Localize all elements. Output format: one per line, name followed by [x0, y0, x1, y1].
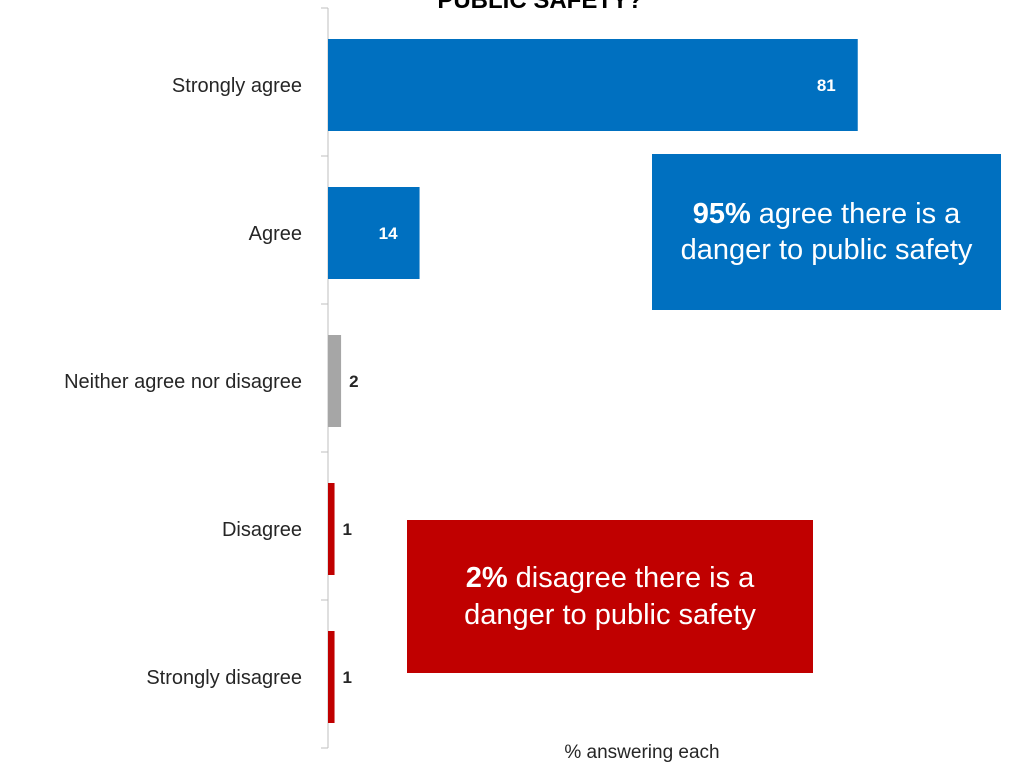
bar [328, 187, 420, 279]
category-labels: Strongly agree Agree Neither agree nor dis… [64, 75, 302, 689]
disagree-callout-percent: 2% [465, 562, 508, 595]
value-labels: 81 14 2 1 1 [343, 76, 836, 687]
value-label: 1 [343, 520, 352, 539]
value-label: 2 [349, 372, 358, 391]
value-label: 14 [379, 224, 398, 243]
bar [328, 39, 858, 131]
bar [328, 631, 335, 723]
category-label: Agree [249, 223, 302, 245]
agree-callout: 95% agree there is a danger to public sa… [652, 154, 1001, 310]
category-label: Disagree [222, 519, 302, 541]
agree-callout-text: agree there is a danger to public safety [680, 197, 973, 266]
chart-title: PUBLIC SAFETY? [437, 0, 642, 14]
category-label: Strongly agree [172, 75, 302, 97]
category-label: Strongly disagree [146, 667, 302, 689]
bar [328, 335, 342, 427]
agree-callout-percent: 95% [692, 197, 751, 230]
category-label: Neither agree nor disagree [64, 371, 302, 393]
bar [328, 483, 335, 575]
disagree-callout: 2% disagree there is a danger to public … [407, 520, 813, 673]
disagree-callout-text: disagree there is a danger to public saf… [464, 562, 756, 631]
bars [328, 39, 858, 723]
x-axis-label: % answering each [564, 742, 719, 763]
y-axis [321, 7, 329, 749]
value-label: 1 [343, 668, 352, 687]
value-label: 81 [817, 76, 836, 95]
